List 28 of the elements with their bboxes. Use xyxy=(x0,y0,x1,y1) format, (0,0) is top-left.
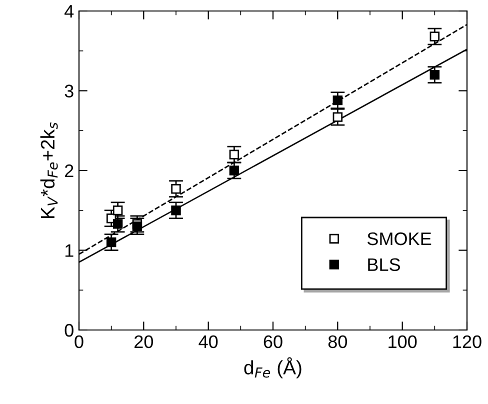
legend-label: SMOKE xyxy=(367,232,432,246)
point xyxy=(112,219,123,229)
y-tick-label: 1 xyxy=(65,244,74,257)
y-tick-label: 0 xyxy=(64,324,74,337)
y-tick-label: 2 xyxy=(65,164,74,178)
point xyxy=(229,166,240,176)
x-tick-label: 20 xyxy=(134,335,154,348)
x-tick-label: 40 xyxy=(198,335,218,348)
y-tick-label: 3 xyxy=(64,84,74,98)
point xyxy=(112,206,123,216)
x-tick-label: 80 xyxy=(328,335,348,348)
x-tick-label: 100 xyxy=(388,335,417,348)
point xyxy=(430,32,440,42)
legend-label: BLS xyxy=(368,258,400,272)
point xyxy=(332,95,343,106)
point xyxy=(171,184,181,194)
y-axis-title: K$_{V}$*d$_{Fe}$+2k$_{s}$ xyxy=(40,122,58,218)
y-tick-label: 4 xyxy=(64,5,74,18)
point xyxy=(171,206,181,216)
x-tick-label: 60 xyxy=(264,335,282,348)
x-axis-title: d$_{Fe}$ (Å) xyxy=(244,357,302,378)
point xyxy=(430,70,440,80)
x-tick-label: 120 xyxy=(453,335,482,348)
x-tick-label: 0 xyxy=(74,335,84,348)
point xyxy=(132,221,142,232)
point xyxy=(106,237,116,248)
point xyxy=(229,150,240,160)
point xyxy=(332,112,343,122)
